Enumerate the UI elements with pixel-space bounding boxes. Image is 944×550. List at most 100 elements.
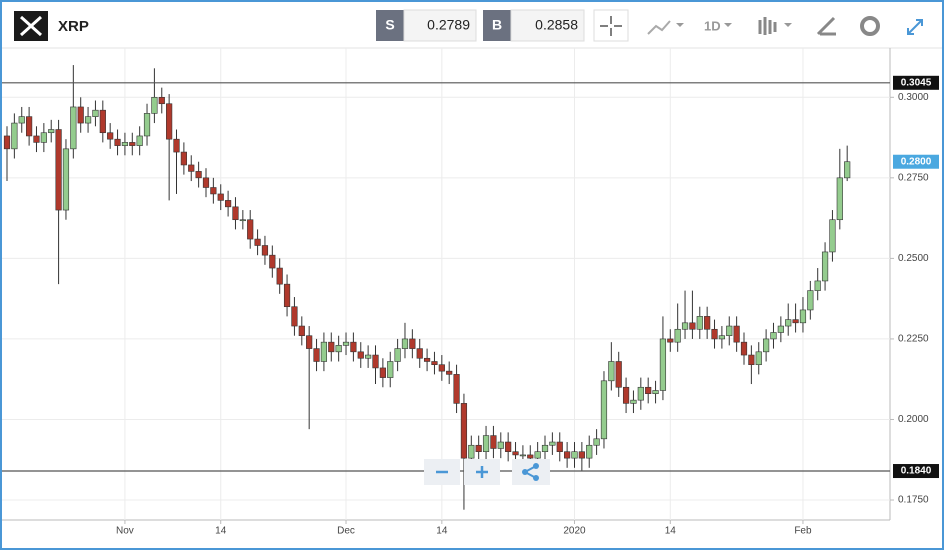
- candle-body: [195, 171, 202, 179]
- candle-body: [129, 142, 136, 146]
- candle-body: [681, 322, 689, 330]
- indicators-icon[interactable]: [758, 17, 777, 35]
- candle-body: [446, 370, 453, 375]
- candle-body: [600, 380, 608, 440]
- candle-body: [136, 135, 143, 146]
- candle-body: [320, 341, 328, 362]
- candle-body: [844, 161, 851, 179]
- sell-price-box[interactable]: [403, 9, 477, 42]
- candle-body: [409, 338, 416, 349]
- logo-mark: [19, 15, 43, 37]
- candle-body: [453, 374, 460, 404]
- candle-body: [763, 338, 770, 353]
- candle-body: [107, 132, 114, 140]
- candle-body: [652, 390, 659, 395]
- reference-label-box: [893, 464, 939, 479]
- candle-body: [40, 132, 47, 143]
- candle-body: [608, 361, 615, 382]
- candle-body: [254, 238, 261, 246]
- candle-body: [210, 187, 217, 195]
- x-tick-label: Dec: [337, 526, 355, 537]
- crosshair-button[interactable]: [593, 9, 629, 42]
- candle-body: [637, 386, 644, 401]
- candle-body: [217, 193, 224, 201]
- candle-body: [26, 116, 33, 137]
- candle-body: [659, 338, 667, 391]
- y-tick-label: 0.3000: [898, 92, 929, 103]
- buy-price-box[interactable]: [510, 9, 585, 42]
- zoom-in-icon: [476, 466, 488, 478]
- candle-body: [70, 106, 77, 150]
- candle-body: [622, 386, 630, 404]
- candle-body: [225, 200, 232, 208]
- candle-body: [291, 306, 298, 327]
- candle-body: [748, 354, 755, 366]
- candle-body: [460, 403, 468, 459]
- candle-body: [143, 113, 151, 137]
- candle-body: [667, 338, 674, 343]
- candle-body: [564, 451, 571, 459]
- candle-body: [836, 177, 843, 221]
- candle-body: [777, 325, 784, 333]
- candle-body: [276, 267, 283, 285]
- share-dot: [522, 469, 528, 475]
- candle-body: [379, 367, 386, 378]
- y-tick-label: 0.1750: [898, 495, 929, 506]
- reference-label: 0.3045: [901, 77, 932, 88]
- candle-body: [92, 109, 99, 117]
- zoom-controls: [424, 459, 550, 485]
- candle-body: [387, 361, 394, 378]
- settings-icon[interactable]: [860, 16, 880, 36]
- draw-icon[interactable]: [816, 16, 836, 36]
- candle-body: [630, 399, 637, 404]
- candle-body: [357, 351, 364, 359]
- candle-body: [755, 351, 762, 366]
- candle-body: [3, 135, 11, 150]
- candle-body: [416, 348, 423, 359]
- candle-body: [151, 96, 158, 114]
- last-price-label: 0.2800: [901, 156, 932, 167]
- candle-body: [261, 245, 269, 256]
- candle-body: [372, 354, 379, 369]
- candle-body: [519, 454, 526, 457]
- reference-label-box: [893, 75, 939, 90]
- candle-body: [394, 348, 401, 362]
- candle-body: [365, 354, 372, 359]
- candle-body: [527, 454, 534, 459]
- candle-body: [475, 444, 482, 452]
- crosshair-icon: [600, 16, 622, 36]
- share-button[interactable]: [512, 459, 550, 485]
- x-tick-label: Feb: [794, 526, 812, 537]
- buy-price: 0.2858: [535, 17, 578, 33]
- dropdown-arrow: [784, 23, 792, 27]
- candle-body: [593, 438, 600, 446]
- candle-body: [549, 441, 556, 446]
- candle-body: [202, 177, 210, 188]
- candle-body: [615, 361, 622, 388]
- candle-body: [84, 116, 92, 124]
- x-tick-label: 2020: [563, 526, 586, 537]
- candle-body: [468, 444, 475, 459]
- candle-body: [482, 435, 490, 452]
- candle-body: [689, 322, 696, 330]
- candle-body: [571, 451, 578, 459]
- dropdown-arrow: [676, 23, 684, 27]
- candle-body: [829, 219, 836, 253]
- candle-body: [121, 142, 129, 146]
- sell-button[interactable]: [376, 10, 404, 41]
- buy-button[interactable]: [483, 10, 511, 41]
- candle-body: [11, 122, 18, 150]
- interval[interactable]: 1D: [704, 18, 721, 33]
- fullscreen-icon[interactable]: [907, 19, 923, 35]
- chart-type-icon[interactable]: [647, 20, 671, 35]
- candle-body: [541, 444, 549, 452]
- candle-body: [586, 444, 593, 459]
- candle-body: [785, 319, 792, 327]
- dropdown-arrow: [724, 23, 732, 27]
- candle-body: [55, 129, 62, 211]
- reference-label: 0.1840: [901, 466, 932, 477]
- candle-body: [298, 325, 305, 337]
- candle-body: [423, 357, 431, 362]
- candle-body: [704, 316, 711, 330]
